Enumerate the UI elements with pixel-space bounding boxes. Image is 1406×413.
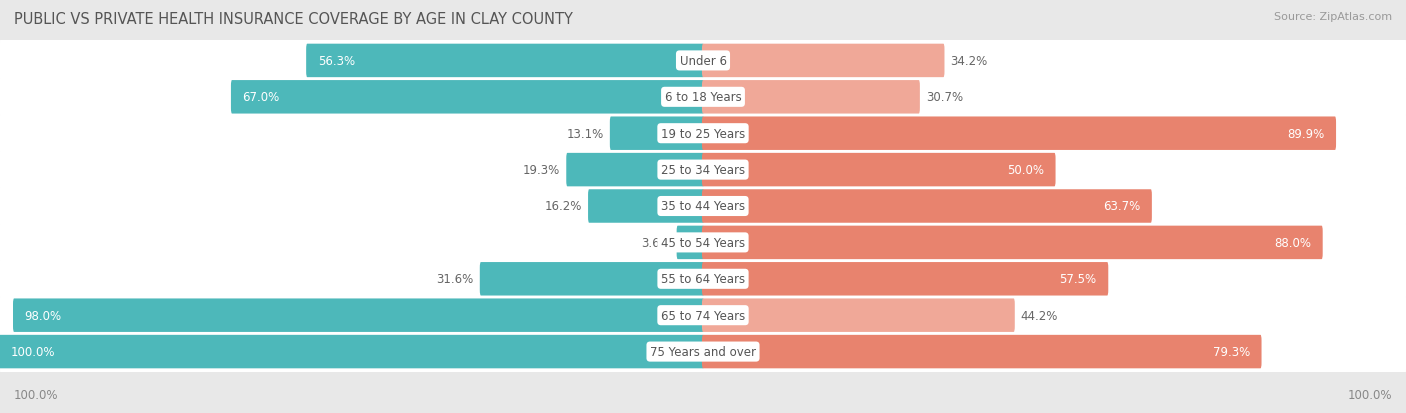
FancyBboxPatch shape (307, 45, 704, 78)
Text: 56.3%: 56.3% (318, 55, 354, 68)
Text: 98.0%: 98.0% (25, 309, 62, 322)
FancyBboxPatch shape (702, 117, 1336, 151)
FancyBboxPatch shape (0, 251, 1406, 307)
FancyBboxPatch shape (567, 154, 704, 187)
FancyBboxPatch shape (0, 69, 1406, 126)
Text: 3.6%: 3.6% (641, 236, 671, 249)
FancyBboxPatch shape (231, 81, 704, 114)
FancyBboxPatch shape (0, 142, 1406, 199)
Text: 100.0%: 100.0% (10, 345, 55, 358)
Text: 100.0%: 100.0% (1347, 388, 1392, 401)
FancyBboxPatch shape (0, 323, 1406, 380)
FancyBboxPatch shape (0, 33, 1406, 90)
Text: 13.1%: 13.1% (567, 127, 605, 140)
FancyBboxPatch shape (13, 299, 704, 332)
Text: 63.7%: 63.7% (1104, 200, 1140, 213)
FancyBboxPatch shape (702, 299, 1015, 332)
FancyBboxPatch shape (0, 335, 704, 368)
Text: 79.3%: 79.3% (1213, 345, 1250, 358)
Text: 35 to 44 Years: 35 to 44 Years (661, 200, 745, 213)
FancyBboxPatch shape (702, 335, 1261, 368)
FancyBboxPatch shape (588, 190, 704, 223)
FancyBboxPatch shape (0, 106, 1406, 162)
Text: 34.2%: 34.2% (950, 55, 987, 68)
Text: 16.2%: 16.2% (544, 200, 582, 213)
FancyBboxPatch shape (479, 262, 704, 296)
Text: 31.6%: 31.6% (437, 273, 474, 286)
FancyBboxPatch shape (702, 226, 1323, 259)
Text: 30.7%: 30.7% (927, 91, 963, 104)
Text: 89.9%: 89.9% (1288, 127, 1324, 140)
Text: 45 to 54 Years: 45 to 54 Years (661, 236, 745, 249)
Text: Under 6: Under 6 (679, 55, 727, 68)
Text: 25 to 34 Years: 25 to 34 Years (661, 164, 745, 177)
FancyBboxPatch shape (702, 154, 1056, 187)
FancyBboxPatch shape (0, 178, 1406, 235)
Text: 75 Years and over: 75 Years and over (650, 345, 756, 358)
FancyBboxPatch shape (0, 214, 1406, 271)
FancyBboxPatch shape (610, 117, 704, 151)
FancyBboxPatch shape (0, 287, 1406, 344)
Text: 55 to 64 Years: 55 to 64 Years (661, 273, 745, 286)
Text: Source: ZipAtlas.com: Source: ZipAtlas.com (1274, 12, 1392, 22)
Text: 67.0%: 67.0% (242, 91, 280, 104)
Text: 19.3%: 19.3% (523, 164, 560, 177)
Text: 88.0%: 88.0% (1274, 236, 1312, 249)
FancyBboxPatch shape (702, 45, 945, 78)
FancyBboxPatch shape (702, 81, 920, 114)
Text: 100.0%: 100.0% (14, 388, 59, 401)
Text: 6 to 18 Years: 6 to 18 Years (665, 91, 741, 104)
Text: 65 to 74 Years: 65 to 74 Years (661, 309, 745, 322)
Text: PUBLIC VS PRIVATE HEALTH INSURANCE COVERAGE BY AGE IN CLAY COUNTY: PUBLIC VS PRIVATE HEALTH INSURANCE COVER… (14, 12, 572, 27)
FancyBboxPatch shape (702, 190, 1152, 223)
Text: 19 to 25 Years: 19 to 25 Years (661, 127, 745, 140)
FancyBboxPatch shape (702, 262, 1108, 296)
Text: 50.0%: 50.0% (1007, 164, 1043, 177)
Text: 57.5%: 57.5% (1060, 273, 1097, 286)
Text: 44.2%: 44.2% (1021, 309, 1059, 322)
FancyBboxPatch shape (676, 226, 704, 259)
